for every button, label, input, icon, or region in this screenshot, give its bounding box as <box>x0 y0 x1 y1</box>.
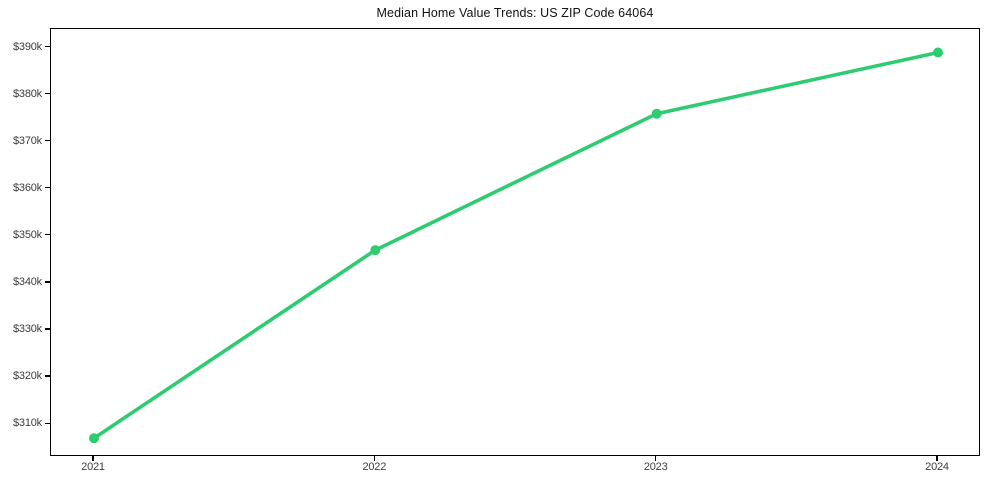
x-tick-label: 2024 <box>925 461 949 473</box>
y-tick-mark <box>45 234 50 236</box>
y-tick-mark <box>45 187 50 189</box>
y-tick-label: $370k <box>13 134 42 147</box>
y-tick-label: $340k <box>13 276 42 288</box>
plot-area <box>50 28 980 456</box>
y-tick-label: $380k <box>13 87 42 100</box>
y-tick-mark <box>45 46 50 48</box>
y-tick-label: $390k <box>13 40 42 53</box>
y-tick-label: $310k <box>13 417 42 430</box>
chart-title: Median Home Value Trends: US ZIP Code 64… <box>376 6 654 20</box>
x-tick-label: 2022 <box>362 461 387 473</box>
y-tick-mark <box>45 328 50 330</box>
x-tick-mark <box>936 456 938 461</box>
x-tick-label: 2021 <box>81 461 105 473</box>
x-tick-mark <box>655 456 657 461</box>
x-tick-mark <box>92 456 94 461</box>
y-tick-label: $350k <box>13 228 42 241</box>
y-tick-mark <box>45 281 50 283</box>
y-tick-mark <box>45 422 50 424</box>
x-tick-label: 2023 <box>643 461 668 473</box>
median-home-value-line-series <box>89 47 943 444</box>
y-tick-mark <box>45 93 50 95</box>
y-tick-label: $360k <box>13 181 42 194</box>
y-tick-label: $330k <box>13 323 42 335</box>
y-tick-mark <box>45 375 50 377</box>
y-tick-label: $320k <box>13 370 42 382</box>
y-tick-mark <box>45 140 50 142</box>
x-tick-mark <box>373 456 375 461</box>
